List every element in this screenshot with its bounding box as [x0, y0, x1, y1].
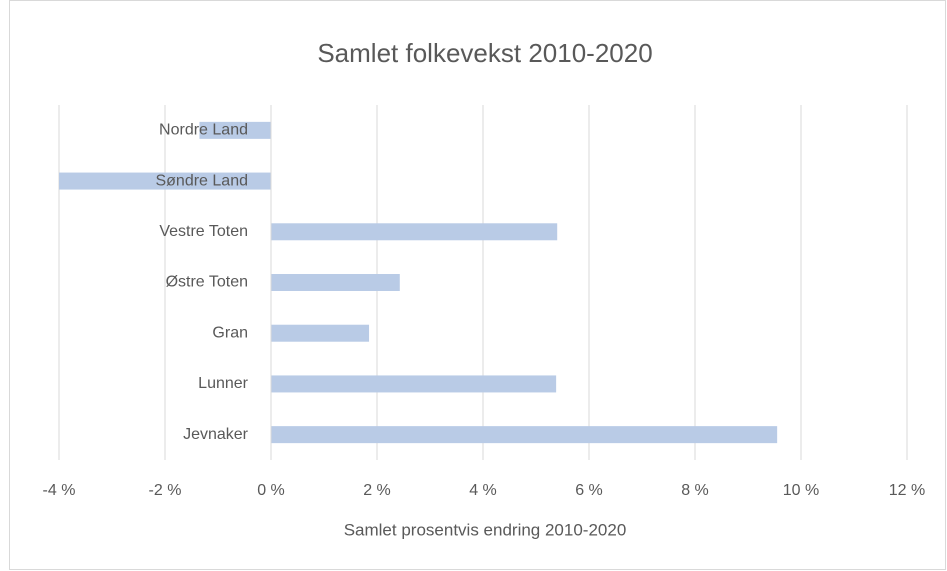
x-tick-label: 0 %	[257, 482, 285, 499]
y-tick-label: Vestre Toten	[159, 223, 248, 240]
x-tick-label: 12 %	[889, 482, 925, 499]
y-tick-label: Søndre Land	[155, 172, 248, 189]
x-axis-title: Samlet prosentvis endring 2010-2020	[344, 520, 627, 539]
x-tick-label: -4 %	[43, 482, 76, 499]
bar	[271, 274, 400, 291]
chart-title: Samlet folkevekst 2010-2020	[317, 38, 652, 68]
bar	[271, 223, 558, 241]
bar	[271, 375, 557, 393]
y-tick-label: Lunner	[198, 375, 248, 392]
x-tick-label: 10 %	[783, 482, 819, 499]
x-tick-label: 6 %	[575, 482, 603, 499]
bar	[271, 324, 370, 342]
x-tick-label: 4 %	[469, 482, 497, 499]
y-tick-label: Nordre Land	[159, 122, 248, 139]
x-tick-label: 2 %	[363, 482, 391, 499]
bar	[59, 172, 271, 190]
y-tick-label: Gran	[212, 324, 248, 341]
bar	[199, 121, 271, 139]
y-tick-label: Østre Toten	[166, 274, 248, 291]
y-tick-label: Jevnaker	[183, 426, 249, 443]
x-tick-label: -2 %	[149, 482, 182, 499]
x-tick-label: 8 %	[681, 482, 709, 499]
bar	[271, 426, 778, 444]
